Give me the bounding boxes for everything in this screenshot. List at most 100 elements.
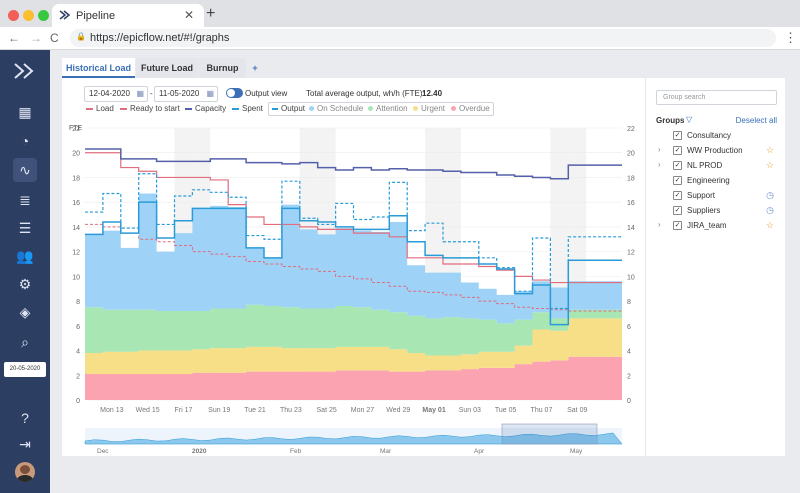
group-label: JIRA_team — [687, 221, 727, 230]
legend-attention[interactable]: Attention — [368, 104, 408, 113]
clock-icon[interactable]: ◷ — [766, 205, 774, 215]
close-tab-icon[interactable]: ✕ — [183, 8, 194, 22]
spent-line — [85, 173, 622, 310]
output-view-toggle[interactable] — [226, 88, 243, 98]
deselect-all-link[interactable]: Deselect all — [735, 116, 777, 125]
new-tab-button[interactable]: + — [206, 5, 216, 22]
series-lines — [85, 148, 622, 326]
minimap-label: 2020 — [192, 448, 207, 455]
address-bar[interactable]: 🔒 https://epicflow.net/#!/graphs — [70, 29, 776, 47]
expand-chevron-icon[interactable]: › — [658, 145, 661, 154]
star-icon[interactable]: ☆ — [765, 145, 774, 155]
help-icon[interactable]: ? — [21, 410, 29, 426]
area-overdue — [85, 356, 622, 400]
logo-icon[interactable] — [14, 63, 36, 79]
expand-chevron-icon[interactable]: › — [658, 220, 661, 229]
filter-icon[interactable]: ▽ — [686, 115, 693, 124]
legend-ready[interactable]: Ready to start — [120, 104, 180, 113]
legend-on-schedule-label: On Schedule — [317, 104, 364, 113]
history-search-icon[interactable]: ⌕ — [21, 334, 29, 350]
group-checkbox[interactable]: ✓ — [673, 191, 682, 200]
x-tick-label: Sun 19 — [208, 407, 230, 414]
x-tick-label: Wed 29 — [386, 407, 410, 414]
settings-gear-icon[interactable]: ⚙ — [18, 276, 32, 292]
group-checkbox[interactable]: ✓ — [673, 176, 682, 185]
legend-overdue[interactable]: Overdue — [451, 104, 490, 113]
area-attention — [85, 304, 622, 356]
avatar[interactable] — [15, 462, 35, 482]
legend-load[interactable]: Load — [86, 104, 114, 113]
users-icon[interactable]: 👥 — [16, 248, 34, 264]
clock-icon[interactable]: ◷ — [766, 190, 774, 200]
group-row[interactable]: ✓ Support ◷ — [646, 190, 786, 204]
area-urgent — [85, 318, 622, 375]
y-tick-right: 0 — [627, 398, 631, 405]
group-row[interactable]: ✓ Consultancy — [646, 130, 786, 144]
group-checkbox[interactable]: ✓ — [673, 146, 682, 155]
group-row[interactable]: › ✓ WW Production ☆ — [646, 145, 786, 159]
tab-historical-load[interactable]: Historical Load — [62, 58, 135, 78]
group-checkbox[interactable]: ✓ — [673, 206, 682, 215]
date-from-value: 12-04-2020 — [89, 89, 130, 98]
legend-output-group — [268, 102, 494, 116]
group-row[interactable]: ✓ Suppliers ◷ — [646, 205, 786, 219]
groups-label: Groups — [656, 116, 685, 125]
group-checkbox[interactable]: ✓ — [673, 131, 682, 140]
group-row[interactable]: ✓ Engineering — [646, 175, 786, 189]
date-to-input[interactable]: 11-05-2020 ▦ — [154, 86, 218, 102]
group-label: Suppliers — [687, 206, 721, 215]
layers-icon[interactable]: ◈ — [19, 304, 31, 320]
reload-icon[interactable]: C — [50, 31, 59, 45]
logout-icon[interactable]: ⇥ — [19, 436, 31, 452]
minimap-label: May — [570, 448, 583, 455]
group-checkbox[interactable]: ✓ — [673, 161, 682, 170]
minimize-window-button[interactable] — [23, 10, 34, 21]
y-tick-right: 8 — [627, 299, 631, 306]
back-icon[interactable]: ← — [8, 31, 20, 45]
minimap-label: Feb — [290, 448, 302, 455]
group-checkbox[interactable]: ✓ — [673, 221, 682, 230]
close-window-button[interactable] — [8, 10, 19, 21]
legend-urgent[interactable]: Urgent — [413, 104, 445, 113]
minimap-label: Dec — [97, 448, 109, 455]
browser-tab[interactable]: Pipeline ✕ — [52, 4, 204, 27]
x-tick-label: Thu 23 — [280, 407, 302, 414]
ready-line — [85, 223, 622, 312]
legend-load-label: Load — [96, 104, 114, 113]
group-row[interactable]: › ✓ NL PROD ☆ — [646, 160, 786, 174]
date-from-input[interactable]: 12-04-2020 ▦ — [84, 86, 148, 102]
calendar-icon[interactable]: ▦ — [136, 89, 144, 98]
group-row[interactable]: › ✓ JIRA_team ☆ — [646, 220, 786, 234]
legend-spent-label: Spent — [242, 104, 263, 113]
group-search-input[interactable]: Group search — [656, 90, 777, 105]
group-label: WW Production — [687, 146, 743, 155]
calendar-grid-icon[interactable]: ▦ — [18, 104, 32, 120]
total-output-value: 12.40 — [422, 89, 443, 98]
task-list-icon[interactable]: ≣ — [19, 192, 31, 208]
x-tick-label: Sun 03 — [459, 407, 481, 414]
sorted-list-icon[interactable]: ☰ — [18, 220, 32, 236]
legend-spent[interactable]: Spent — [232, 104, 263, 113]
calendar-icon[interactable]: ▦ — [206, 89, 214, 98]
pulse-graphs-icon[interactable]: ∿ — [13, 158, 37, 182]
maximize-window-button[interactable] — [38, 10, 49, 21]
legend-urgent-label: Urgent — [421, 104, 446, 113]
tab-burnup[interactable]: Burnup — [199, 58, 246, 78]
expand-chevron-icon[interactable]: › — [658, 160, 661, 169]
add-tab-button[interactable]: + — [252, 63, 258, 73]
legend-on-schedule[interactable]: On Schedule — [309, 104, 363, 113]
minimap-selection — [501, 423, 598, 445]
forward-icon[interactable]: → — [30, 31, 42, 45]
star-icon[interactable]: ☆ — [765, 220, 774, 230]
y-tick-left: 12 — [72, 250, 80, 257]
x-tick-label: Tue 05 — [495, 407, 517, 414]
star-icon[interactable]: ☆ — [765, 160, 774, 170]
browser-tabbar: Pipeline ✕ + — [0, 0, 800, 27]
legend-output[interactable]: Output — [272, 104, 305, 113]
browser-menu-icon[interactable]: ⋮ — [784, 30, 797, 45]
tab-future-load[interactable]: Future Load — [136, 58, 198, 78]
dashboard-gauge-icon[interactable]: ◔ — [20, 133, 30, 149]
legend-capacity[interactable]: Capacity — [185, 104, 226, 113]
